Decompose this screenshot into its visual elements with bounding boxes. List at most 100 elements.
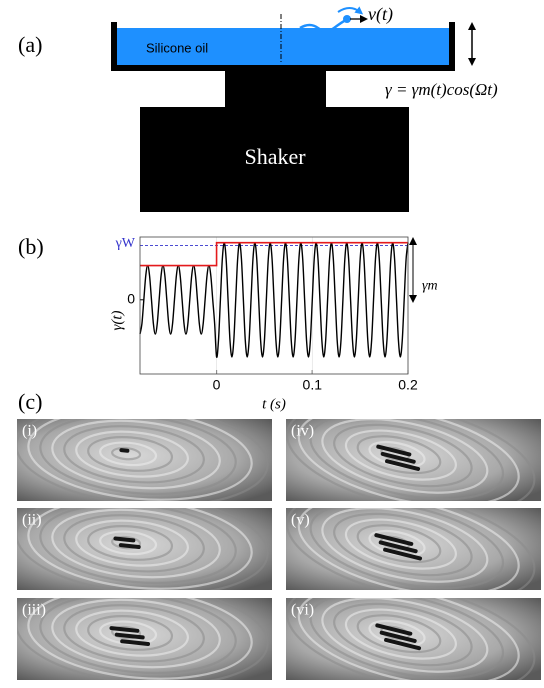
ripple [309,419,505,501]
ripple [39,508,237,585]
ripple [63,425,205,484]
droplet [376,444,412,457]
droplet [120,639,151,647]
envelope-line [140,241,408,267]
photo-label: (ii) [22,512,42,529]
fluid-label: Silicone oil [146,40,208,55]
droplet [380,451,416,464]
ripple [63,514,205,573]
y-tick-label: 0 [127,290,135,306]
forcing-label: γ = γm(t)cos(Ωt) [385,80,498,99]
ripple [380,535,410,551]
ripple [17,419,269,501]
photo-content [17,508,272,590]
x-tick-label: 0.2 [398,377,418,393]
droplet [384,637,422,651]
photo: (i) [17,419,272,501]
ripple [111,625,142,640]
ripple [297,508,520,590]
photo-label: (i) [22,423,37,440]
ripple [321,598,489,673]
ripple [321,508,489,583]
droplet [119,448,130,453]
chart: 0 0.1 0.2 0 t (s) γ(t) γW γm [109,236,437,413]
photo-label: (vi) [291,602,314,619]
ripple [75,430,189,478]
photo-content [17,598,272,680]
ripple [51,508,221,579]
oil [117,28,449,65]
photo-label: (iii) [22,602,46,619]
ripple [356,524,442,564]
ripple [27,598,253,680]
x-axis-label: t (s) [262,396,286,412]
ripple [87,615,174,651]
ripple [286,598,536,680]
ripple [286,419,536,501]
plot-frame [139,236,409,375]
photo: (vi) [286,598,541,680]
droplet [118,543,141,549]
shaker [140,107,409,212]
droplet [343,15,351,23]
droplet [385,459,421,471]
droplet [374,533,414,546]
x-tick-label: 0 [213,377,221,393]
y-axis-label: γ(t) [109,310,125,330]
ripple [297,598,520,680]
ripple [75,609,189,657]
ripple [17,508,269,590]
photo-grid: (i) (ii) (iii) (iv) (v) (vi) [17,419,541,680]
amplitude-label: γm [422,279,438,294]
photo-content [17,419,272,501]
photo: (iii) [17,598,272,680]
ripple [39,598,237,675]
ripple [333,423,473,488]
ripple [87,436,174,472]
droplet [113,536,136,543]
droplet [109,626,140,633]
droplet [378,540,418,554]
droplet [383,547,423,561]
ripple [27,508,253,590]
ripple [75,519,189,567]
ripple [111,446,142,461]
ripple [344,429,457,481]
photo: (v) [286,508,541,590]
panel-label: (c) [18,389,42,414]
ripple [333,512,473,577]
threshold-label: γW [115,236,136,251]
ripple [309,508,505,590]
photo-label: (iv) [291,423,314,440]
photo: (iv) [286,419,541,501]
arrow [337,6,364,15]
panel-label: (a) [18,32,42,57]
x-tick-label: 0.1 [303,377,323,393]
container [111,22,455,71]
ripple [51,419,221,490]
ripple [321,419,489,494]
ripple [111,535,142,550]
ripple [99,441,158,467]
photo-label: (v) [291,512,310,529]
ripple [286,508,536,590]
photo: (ii) [17,508,272,590]
ripple [333,602,473,667]
ripple [356,435,442,475]
signal-line [139,242,409,359]
shaker-label: Shaker [244,144,306,169]
ripple [27,419,253,501]
ripple [99,530,158,556]
photo-content [286,598,541,680]
ripple [356,614,442,654]
stem [225,70,326,108]
ripple [309,598,505,680]
droplet [114,632,145,640]
ripple [51,598,221,669]
ripple [380,625,410,641]
ripple [344,608,457,660]
wave [299,18,347,33]
ripple [63,604,205,663]
